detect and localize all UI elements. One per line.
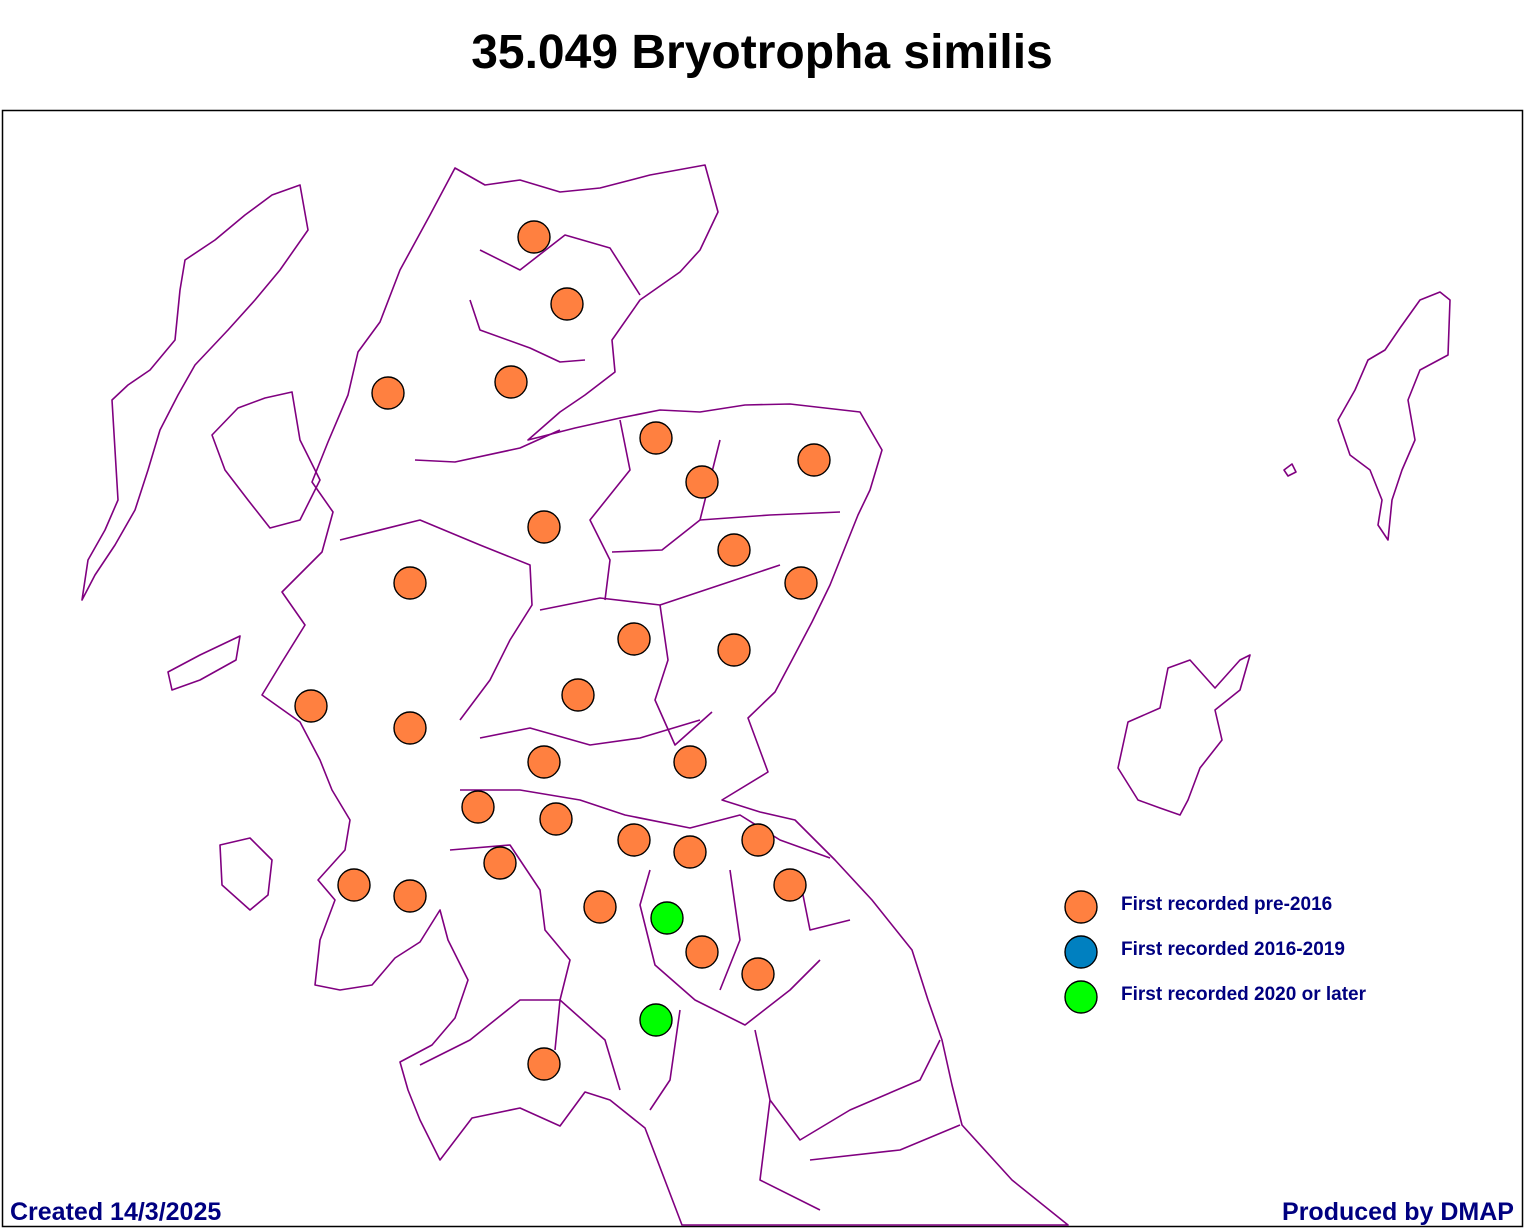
record-dot: [517, 220, 551, 254]
vc-border: [649, 1009, 961, 1161]
record-dot: [639, 421, 673, 455]
record-dot: [294, 689, 328, 723]
record-dot: [773, 868, 807, 902]
vc-border: [339, 519, 533, 721]
record-dot: [527, 745, 561, 779]
record-dot: [393, 879, 427, 913]
legend-swatch: [1064, 935, 1098, 969]
vc-border: [469, 299, 586, 363]
record-dot: [527, 1047, 561, 1081]
record-dot: [673, 745, 707, 779]
record-dots: [294, 220, 831, 1081]
record-dot: [393, 566, 427, 600]
skye-coast: [211, 391, 321, 529]
record-dot: [717, 633, 751, 667]
legend-swatch: [1064, 980, 1098, 1014]
coastline: [81, 164, 1451, 1226]
vc-border: [419, 999, 621, 1091]
vc-border: [754, 1029, 941, 1211]
record-dot: [784, 566, 818, 600]
record-dot: [685, 935, 719, 969]
vc-border: [654, 604, 713, 746]
record-dot: [393, 711, 427, 745]
record-dot: [494, 365, 528, 399]
map-frame: [1, 109, 1524, 1228]
producer-note: Produced by DMAP: [1282, 1198, 1514, 1226]
record-dot: [583, 890, 617, 924]
record-dot: [617, 823, 651, 857]
record-dot: [617, 622, 651, 656]
legend-label: First recorded pre-2016: [1121, 894, 1332, 915]
record-dot: [741, 957, 775, 991]
record-dot: [685, 465, 719, 499]
record-dot: [550, 287, 584, 321]
record-dot: [741, 823, 775, 857]
fair-isle-coast: [1283, 463, 1297, 477]
vc-border: [479, 234, 641, 296]
created-note: Created 14/3/2025: [10, 1198, 221, 1226]
record-dot: [483, 846, 517, 880]
record-dot: [371, 376, 405, 410]
record-dot: [561, 678, 595, 712]
record-dot: [639, 1003, 673, 1037]
vc-border: [479, 719, 701, 746]
orkney-coast: [1117, 654, 1251, 816]
islay-coast: [219, 837, 273, 911]
legend-label: First recorded 2016-2019: [1121, 939, 1345, 960]
mainland-coast: [261, 164, 1069, 1226]
vc-border: [639, 869, 821, 1026]
record-dot: [717, 533, 751, 567]
record-dot: [461, 790, 495, 824]
map-title: 35.049 Bryotropha similis: [471, 26, 1053, 79]
record-dot: [673, 835, 707, 869]
legend-swatch: [1064, 890, 1098, 924]
record-dot: [527, 510, 561, 544]
shetland-coast: [1337, 291, 1451, 541]
record-dot: [337, 868, 371, 902]
mull-coast: [167, 635, 241, 691]
legend-label: First recorded 2020 or later: [1121, 984, 1367, 1005]
vc-border: [719, 869, 851, 991]
vc-border: [539, 564, 781, 611]
legend: First recorded pre-2016 First recorded 20…: [1064, 890, 1367, 1014]
vice-county-borders: [339, 234, 961, 1211]
vc-border: [589, 419, 631, 601]
western-isles-coast: [81, 184, 309, 601]
record-dot: [650, 901, 684, 935]
record-dot: [797, 443, 831, 477]
vc-border: [414, 429, 561, 463]
record-dot: [539, 802, 573, 836]
